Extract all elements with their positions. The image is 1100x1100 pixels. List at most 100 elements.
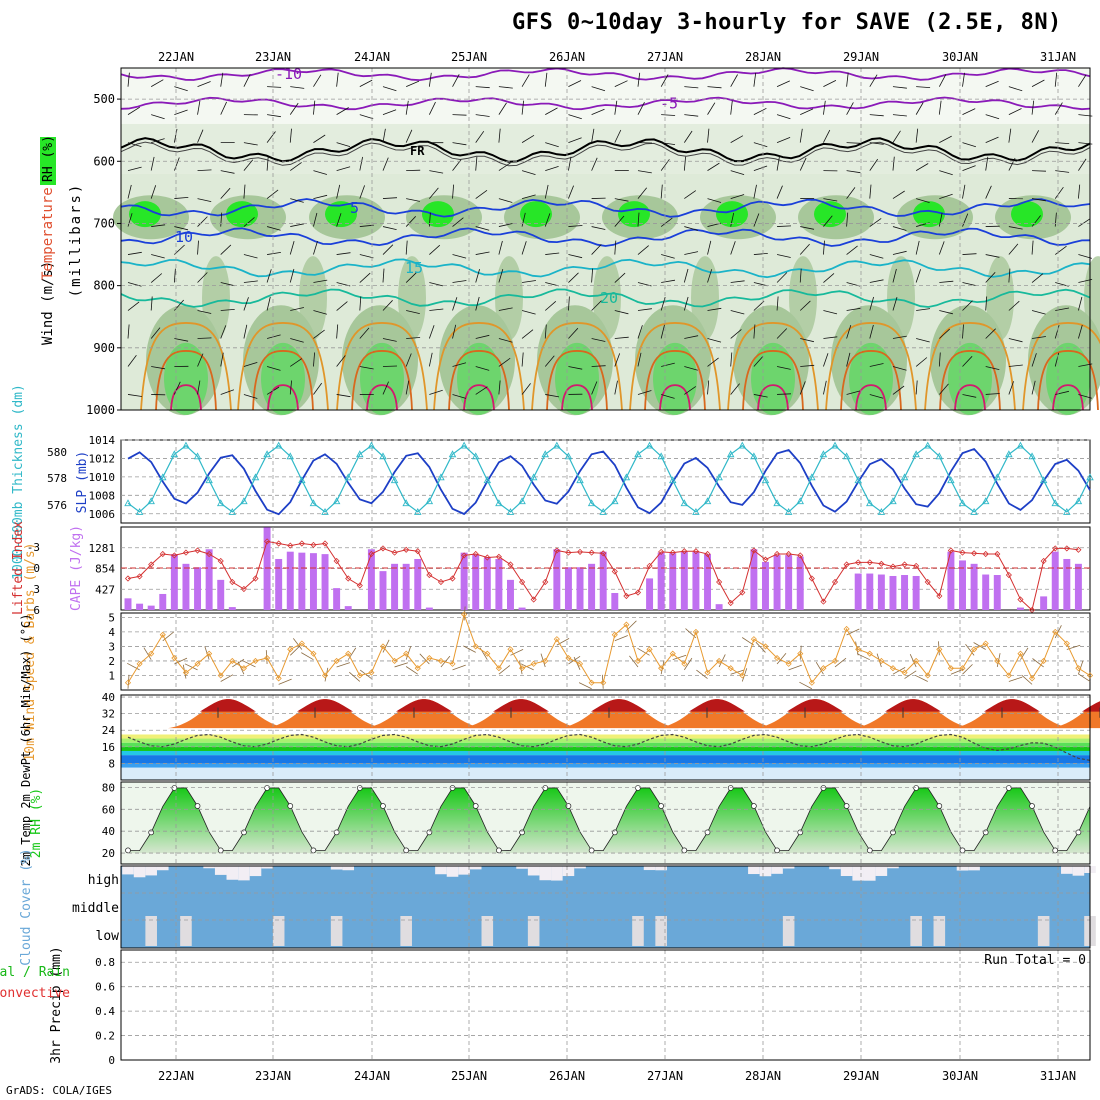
li-tick-label: 6 [33,604,40,617]
wind-barb [429,308,444,311]
cape-bar [194,567,202,610]
thickness-point [309,499,318,507]
wind-barb [521,170,536,175]
wind-barb-10m [452,664,466,671]
cape-bar [402,563,410,610]
wind-barb [336,166,351,171]
wind-speed-point [669,650,676,657]
high-cloud-gap [956,866,969,871]
bottom-day-label: 28JAN [745,1069,781,1083]
wind-barb [266,131,276,143]
wind-barb [313,100,316,115]
wind-barb [962,108,976,115]
wind-barb [544,324,547,339]
thickness-point [402,499,410,507]
thickness-point [877,507,886,515]
lifted-index-point [1028,606,1036,614]
wind-speed-point [866,650,873,657]
wind-barb [382,244,394,255]
surface-temperature-arches [140,322,1100,411]
wind-barb [127,282,142,287]
lifted-index-point [611,568,618,575]
cape-bar [750,549,758,610]
rh-2m-point [519,829,525,836]
wind-barb [684,114,699,117]
wind-barb [707,269,713,283]
wind-barb [406,198,420,202]
thickness-point [390,476,399,484]
cape-bar [1040,596,1048,610]
bottom-day-label: 23JAN [255,1069,291,1083]
wind-barb [544,300,557,311]
wind-speed-point [530,660,537,667]
wind-speed-point [182,669,190,676]
rh-blob [299,256,327,341]
wind-barb [776,272,788,283]
wind-barb [799,128,803,143]
wind-barb [661,394,675,399]
lifted-index-point [1063,545,1070,552]
cape-panel: -3 0 3 6 427 854 1281 Lifted Index CAPE (J/kg) [11,521,1091,617]
wind-barb-10m [834,657,847,668]
wind-speed-point [716,657,723,665]
wind-speed-point [646,646,653,653]
wind-barb [753,394,768,398]
top-day-label: 27JAN [647,50,683,64]
wind-barb [243,254,258,259]
wind-barb [869,74,878,87]
wind-barb [243,362,258,367]
wind-barb [962,394,977,398]
rh-2m-point [797,829,804,836]
cape-bar [947,551,955,610]
temperature-arch [924,322,1016,411]
lifted-index-point [553,547,560,554]
thickness-point [715,473,723,481]
thickness-point [645,441,654,449]
wind-barb-10m [672,654,687,661]
wind-barb [776,114,791,120]
wind-barb [730,383,740,395]
legend-rh-swatch [40,137,56,185]
wind-barb [197,380,201,395]
wind-barb [475,366,490,371]
thickness-point [576,476,584,484]
wind-barb [892,296,898,311]
wind-barb [753,253,768,255]
thickness-point [541,450,550,458]
thickness-point [298,476,306,484]
wind-barb [800,108,814,116]
temperature-color-band [121,742,1090,747]
wind-barb-10m [962,664,973,675]
high-cloud-gap [469,866,482,870]
wind-barb [846,187,856,199]
pressure-tick-label: 1000 [86,403,115,417]
wind-barb [127,324,130,339]
wind-barb [568,254,583,259]
wind-barb [776,296,779,311]
precip-tick-label: 0.8 [95,956,115,969]
wind-barb [660,296,666,311]
wind-barb [614,129,622,143]
thickness-point [564,452,573,460]
bottom-day-label: 25JAN [451,1069,487,1083]
wind-speed-point [704,669,711,676]
wind-barb [1008,128,1012,143]
lifted-index-point [634,589,642,596]
thickness-point [529,473,538,481]
wind-barb [405,216,416,227]
thickness-point [587,499,596,507]
rh-2m-point [310,847,317,854]
wind-barb [452,254,467,259]
wind-barb [684,366,698,371]
thickness-point [321,507,329,515]
wind-barb [637,212,640,227]
high-cloud-gap [516,866,528,869]
lifted-index-point [855,559,862,566]
wind-barb [1008,226,1023,230]
lifted-index-point [449,575,456,582]
rh-blob [202,256,230,341]
wind-barb [429,244,441,255]
cape-bar [518,607,526,610]
wind-barb [869,363,884,367]
rh-2m-point [982,829,989,836]
